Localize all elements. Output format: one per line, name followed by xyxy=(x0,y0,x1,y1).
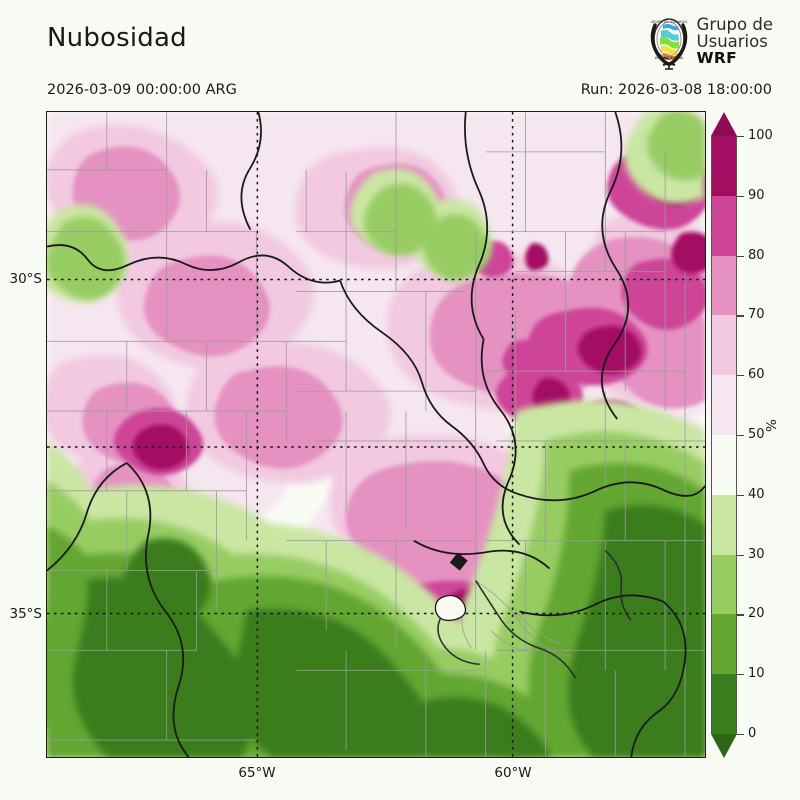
run-time-label: Run: 2026-03-08 18:00:00 xyxy=(580,82,772,98)
estuary-marker xyxy=(434,552,468,622)
colorbar-band-70-80 xyxy=(712,255,736,316)
forecast-map[interactable] xyxy=(46,111,706,758)
wrf-user-group-logo: GRUPO DE USUARIOS WRF ARGENTINA Grupo de… xyxy=(647,12,773,72)
department-boundaries xyxy=(47,112,705,757)
colorbar-band-90-100 xyxy=(712,136,736,196)
colorbar-tick-90 xyxy=(737,195,744,198)
colorbar-tick-40 xyxy=(737,494,744,497)
colorbar-tick-label-60: 60 xyxy=(748,367,765,383)
wrf-globe-laurel-logo-icon: GRUPO DE USUARIOS WRF ARGENTINA xyxy=(647,13,691,71)
colorbar-band-50-60 xyxy=(712,375,736,435)
colorbar-tick-10 xyxy=(737,674,744,676)
colorbar-band-30-40 xyxy=(712,494,736,555)
colorbar-tick-0 xyxy=(737,734,744,736)
colorbar-band-40-50 xyxy=(712,434,736,495)
colorbar-tick-label-20: 20 xyxy=(748,606,765,622)
colorbar-tick-label-90: 90 xyxy=(748,187,765,203)
logo-line-2: Usuarios xyxy=(696,31,768,51)
colorbar-tick-80 xyxy=(737,255,744,257)
lat-tick-30S: 30°S xyxy=(9,271,43,287)
lon-tick-65W: 65°W xyxy=(238,765,276,781)
colorbar-tick-50 xyxy=(737,435,744,437)
logo-line-1: Grupo de xyxy=(696,15,773,35)
colorbar-tick-30 xyxy=(737,554,744,556)
logo-line-3: WRF xyxy=(696,49,738,68)
colorbar-tick-label-0: 0 xyxy=(748,726,757,741)
colorbar-tick-label-10: 10 xyxy=(748,666,765,682)
colorbar-tick-60 xyxy=(737,375,744,377)
colorbar-band-0-10 xyxy=(712,674,736,734)
national-boundaries xyxy=(47,112,705,757)
colorbar-band-80-90 xyxy=(712,195,736,256)
colorbar-tick-label-100: 100 xyxy=(748,128,773,143)
colorbar-tick-label-70: 70 xyxy=(748,307,765,323)
valid-time-label: 2026-03-09 00:00:00 ARG xyxy=(47,82,237,98)
colorbar-over-arrow xyxy=(711,112,737,136)
svg-text:WRF ARGENTINA: WRF ARGENTINA xyxy=(654,56,683,60)
svg-text:GRUPO DE USUARIOS: GRUPO DE USUARIOS xyxy=(650,20,687,24)
map-canvas[interactable] xyxy=(47,112,705,757)
lat-tick-35S: 35°S xyxy=(9,606,43,622)
colorbar-unit-label: % xyxy=(764,419,780,432)
colorbar-tick-label-30: 30 xyxy=(748,546,765,562)
colorbar-bands[interactable] xyxy=(711,136,737,734)
colorbar-tick-label-80: 80 xyxy=(748,247,765,263)
colorbar-tick-label-40: 40 xyxy=(748,486,765,502)
lon-tick-60W: 60°W xyxy=(494,765,532,781)
page-title: Nubosidad xyxy=(47,23,187,53)
cloud-band-0-10 xyxy=(72,505,705,757)
colorbar-tick-100 xyxy=(737,136,744,138)
colorbar-band-10-20 xyxy=(712,614,736,675)
colorbar-under-arrow xyxy=(711,734,737,758)
colorbar[interactable]: 100 90 80 70 60 50 40 30 20 10 0 xyxy=(711,112,773,758)
colorbar-band-60-70 xyxy=(712,315,736,376)
colorbar-band-20-30 xyxy=(712,554,736,615)
colorbar-tick-20 xyxy=(737,614,744,616)
colorbar-tick-label-50: 50 xyxy=(748,427,765,442)
colorbar-tick-70 xyxy=(737,315,744,317)
